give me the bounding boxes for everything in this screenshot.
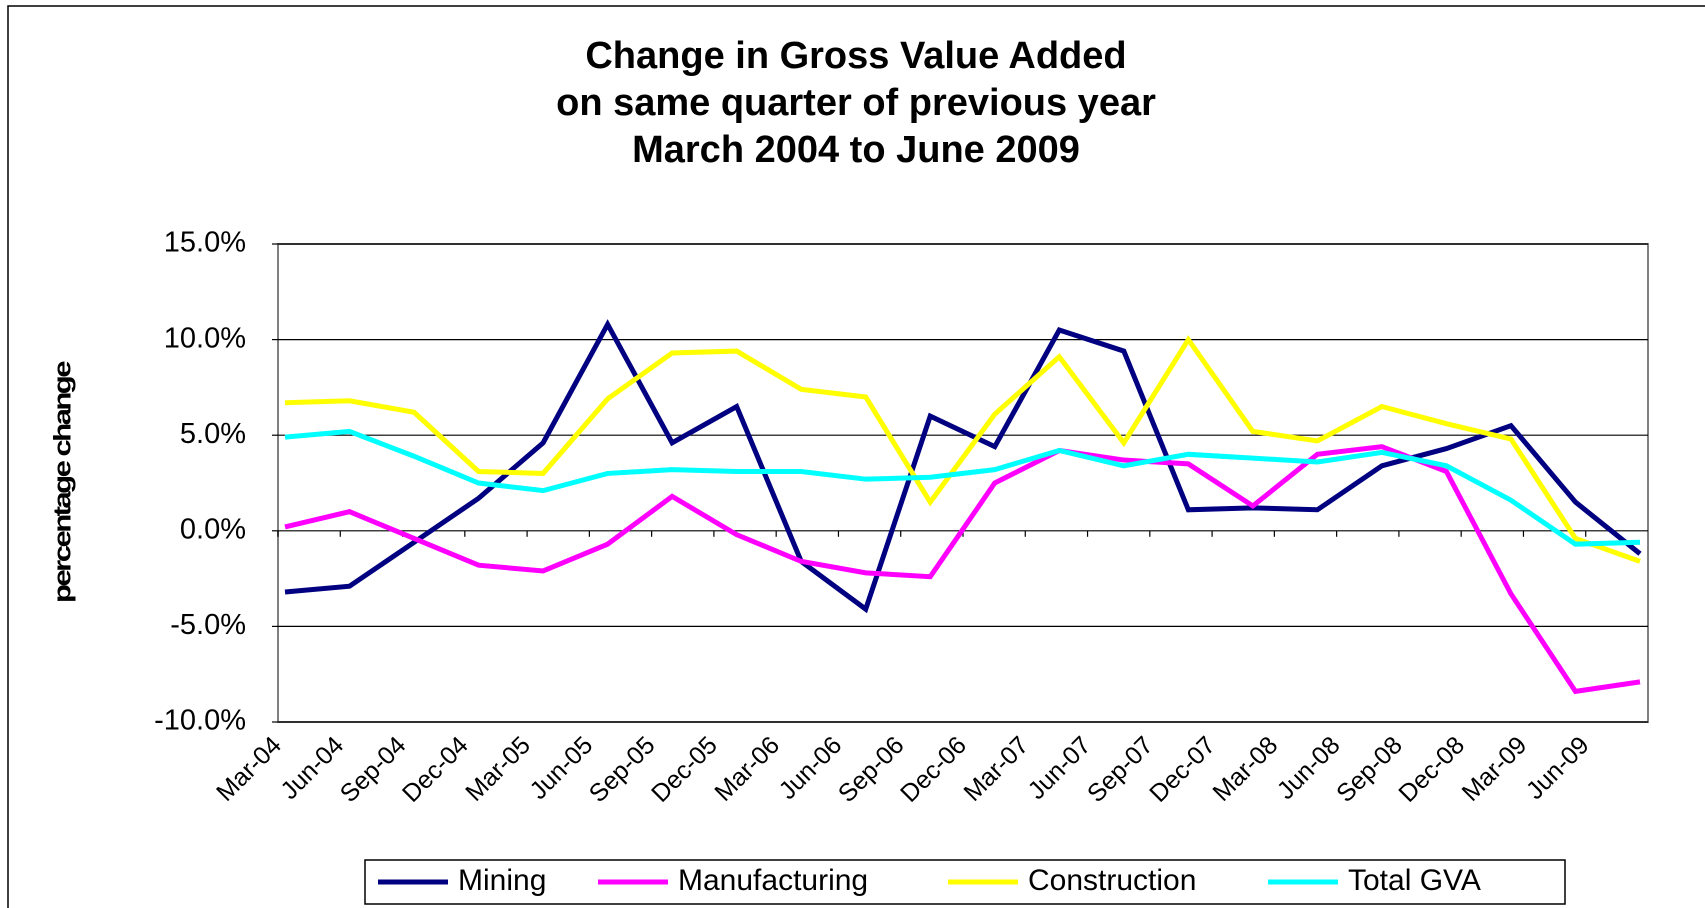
x-tick-label: Jun-09 [1521,731,1595,805]
y-axis-label: percentage change [49,361,76,603]
x-tick-label: Jun-04 [275,731,349,805]
x-tick-label: Jun-05 [524,731,598,805]
x-tick-label: Mar-07 [958,731,1034,807]
x-tick-label: Sep-04 [335,731,412,808]
legend-label: Total GVA [1348,864,1481,897]
x-tick-label: Jun-08 [1272,731,1346,805]
x-tick-label: Dec-04 [397,731,474,808]
chart-title: on same quarter of previous year [556,82,1156,124]
x-tick-label: Mar-09 [1457,731,1533,807]
y-tick-label: 10.0% [164,322,246,354]
x-tick-label: Dec-07 [1144,731,1221,808]
x-tick-label: Mar-05 [460,731,536,807]
x-tick-label: Sep-07 [1082,731,1159,808]
x-tick-label: Dec-06 [895,731,972,808]
y-tick-label: -5.0% [170,609,246,641]
x-tick-label: Dec-08 [1393,731,1470,808]
x-tick-label: Mar-08 [1207,731,1283,807]
y-tick-label: -10.0% [154,705,246,737]
series-line [284,335,1641,564]
x-tick-label: Jun-07 [1023,731,1097,805]
x-tick-label: Jun-06 [774,731,848,805]
x-tick-label: Mar-06 [709,731,785,807]
plot-area [277,243,1649,723]
x-tick-label: Dec-05 [646,731,723,808]
legend-label: Construction [1028,864,1196,897]
legend-label: Mining [458,864,546,897]
x-tick-label: Sep-05 [584,731,661,808]
chart-border [7,5,1705,908]
chart-title: Change in Gross Value Added [585,35,1126,77]
x-tick-label: Mar-04 [211,731,287,807]
y-tick-label: 15.0% [164,227,246,259]
y-tick-label: 5.0% [180,418,246,450]
series-line [284,428,1641,547]
y-tick-label: 0.0% [180,513,246,545]
x-tick-label: Sep-08 [1331,731,1408,808]
chart-title: March 2004 to June 2009 [632,129,1080,171]
legend-label: Manufacturing [678,864,868,897]
x-tick-label: Sep-06 [833,731,910,808]
